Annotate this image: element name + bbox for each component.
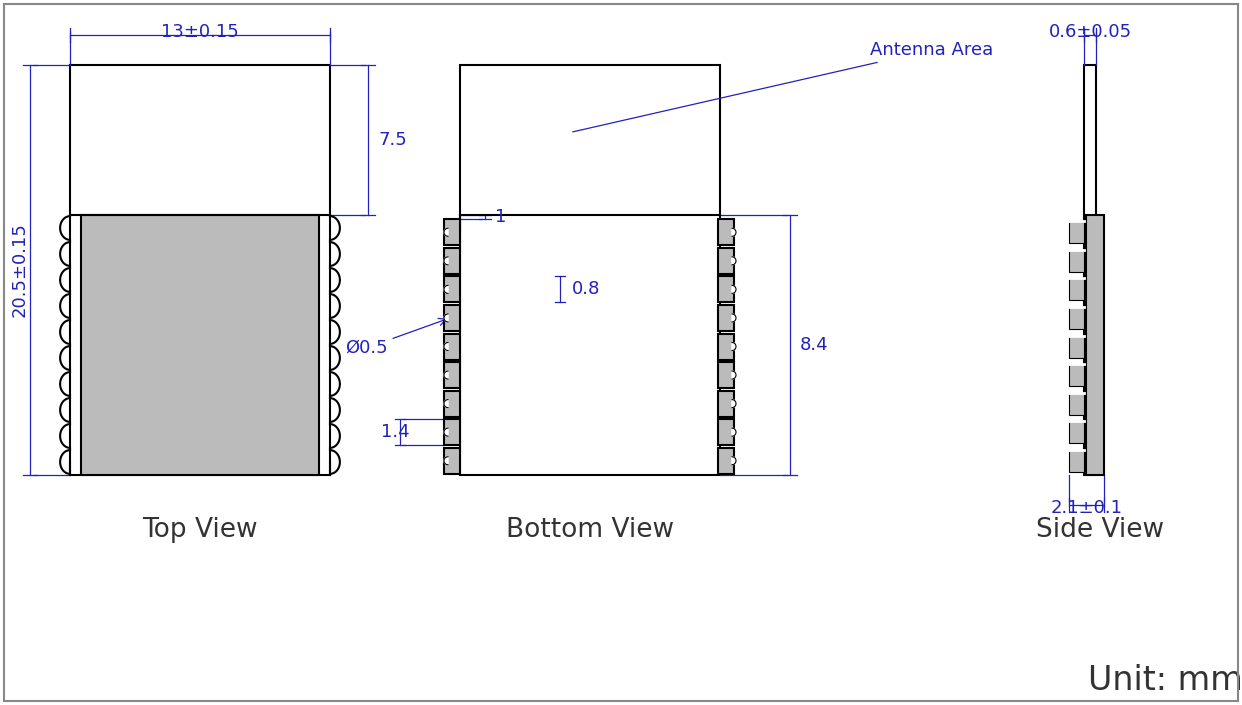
Bar xyxy=(718,448,734,474)
Bar xyxy=(718,276,734,302)
Bar xyxy=(718,305,734,331)
Text: Ø0.5: Ø0.5 xyxy=(345,319,446,357)
Bar xyxy=(81,215,319,475)
Polygon shape xyxy=(443,343,448,350)
Bar xyxy=(443,219,460,245)
Text: 1: 1 xyxy=(496,208,507,226)
Polygon shape xyxy=(732,343,737,350)
Text: Top View: Top View xyxy=(142,517,258,543)
Polygon shape xyxy=(443,228,448,236)
Polygon shape xyxy=(732,400,737,407)
Polygon shape xyxy=(443,257,448,265)
Polygon shape xyxy=(443,400,448,407)
Polygon shape xyxy=(732,257,737,265)
Text: Bottom View: Bottom View xyxy=(505,517,674,543)
Bar xyxy=(1069,221,1084,243)
Bar xyxy=(718,362,734,388)
Bar xyxy=(1069,278,1084,300)
Polygon shape xyxy=(732,228,737,236)
Bar xyxy=(1069,250,1084,272)
Bar xyxy=(443,419,460,445)
Bar xyxy=(718,219,734,245)
Bar xyxy=(70,65,330,475)
Bar xyxy=(718,248,734,274)
Bar xyxy=(443,391,460,417)
Polygon shape xyxy=(443,428,448,436)
Bar xyxy=(1069,364,1084,386)
Bar xyxy=(718,333,734,360)
Bar xyxy=(443,448,460,474)
Text: 13±0.15: 13±0.15 xyxy=(161,23,238,41)
Polygon shape xyxy=(732,428,737,436)
Polygon shape xyxy=(732,457,737,465)
Text: 1.4: 1.4 xyxy=(381,423,410,441)
Bar xyxy=(443,248,460,274)
Text: 7.5: 7.5 xyxy=(378,131,406,149)
Polygon shape xyxy=(443,314,448,322)
Text: 0.8: 0.8 xyxy=(573,281,600,298)
Bar xyxy=(443,362,460,388)
Bar xyxy=(443,305,460,331)
Bar xyxy=(1069,393,1084,415)
Text: Side View: Side View xyxy=(1036,517,1164,543)
Bar xyxy=(460,65,720,475)
Polygon shape xyxy=(443,286,448,293)
Bar xyxy=(1069,450,1084,472)
Text: Antenna Area: Antenna Area xyxy=(573,41,994,132)
Bar xyxy=(1086,215,1104,475)
Text: 20.5±0.15: 20.5±0.15 xyxy=(11,223,29,317)
Polygon shape xyxy=(443,457,448,465)
Bar xyxy=(443,333,460,360)
Bar xyxy=(443,276,460,302)
Bar xyxy=(1069,336,1084,357)
Polygon shape xyxy=(732,314,737,322)
Polygon shape xyxy=(732,286,737,293)
Bar xyxy=(1084,65,1095,475)
Text: Unit: mm: Unit: mm xyxy=(1088,663,1242,697)
Bar xyxy=(718,419,734,445)
Polygon shape xyxy=(443,371,448,379)
Bar xyxy=(1069,307,1084,329)
Text: 0.6±0.05: 0.6±0.05 xyxy=(1048,23,1131,41)
Text: 8.4: 8.4 xyxy=(800,336,828,354)
Polygon shape xyxy=(732,371,737,379)
Text: 2.1±0.1: 2.1±0.1 xyxy=(1051,499,1123,517)
Bar xyxy=(1069,421,1084,443)
Bar xyxy=(718,391,734,417)
